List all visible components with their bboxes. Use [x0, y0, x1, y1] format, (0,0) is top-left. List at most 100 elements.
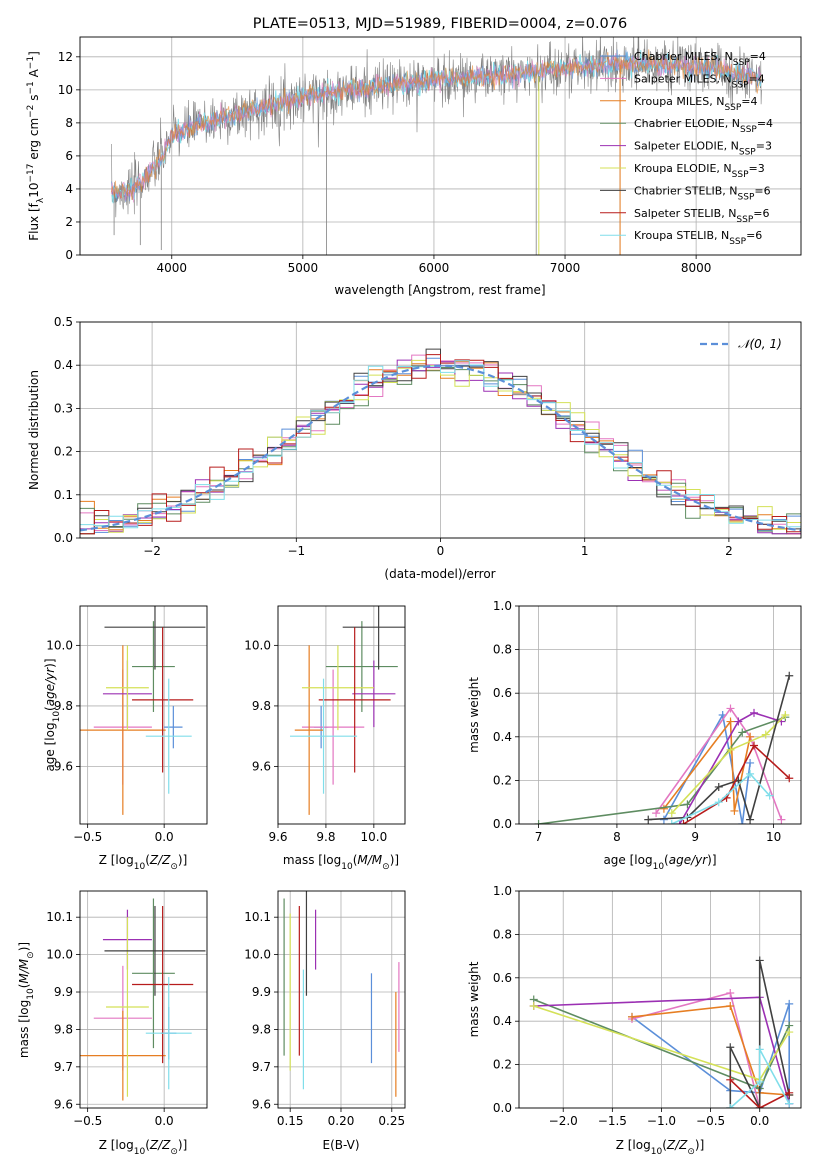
- y-tick-label: 0.2: [493, 773, 512, 787]
- weight-marker: [755, 1045, 764, 1054]
- age_vs_mass-frame: [277, 605, 406, 825]
- weight-line: [663, 719, 751, 812]
- y-tick-label: 0.0: [54, 531, 73, 545]
- y-tick-label: 0.4: [493, 1014, 512, 1028]
- legend-label: Kroupa MILES, NSSP=4: [634, 95, 758, 113]
- y-tick-label: 9.6: [54, 1097, 73, 1111]
- model-fit-line: [111, 49, 762, 200]
- y-tick-label: 10: [58, 83, 73, 97]
- x-tick-label: 7: [535, 830, 543, 844]
- x-tick-label: 10: [766, 830, 781, 844]
- x-tick-label: −0.5: [73, 1114, 102, 1128]
- y-tick-label: 0.1: [54, 488, 73, 502]
- x-tick-label: −1: [287, 544, 305, 558]
- legend-label: Chabrier ELODIE, NSSP=4: [634, 117, 773, 135]
- y-tick-label: 0.4: [54, 358, 73, 372]
- y-tick-label: 9.6: [252, 1097, 271, 1111]
- y-tick-label: 9.6: [252, 759, 271, 773]
- legend-label: Salpeter MILES, NSSP=4: [634, 72, 765, 90]
- x-tick-label: −1.0: [647, 1114, 676, 1128]
- chart-title: PLATE=0513, MJD=51989, FIBERID=0004, z=0…: [253, 16, 627, 32]
- y-tick-label: 9.9: [252, 985, 271, 999]
- weight-marker: [726, 988, 735, 997]
- weight-marker: [726, 745, 735, 754]
- x-tick-label: −0.5: [696, 1114, 725, 1128]
- weight-marker: [652, 809, 661, 818]
- y-tick-label: 0.6: [493, 686, 512, 700]
- legend-label: Salpeter ELODIE, NSSP=3: [634, 140, 772, 158]
- weight-line: [538, 716, 786, 824]
- weight-marker: [529, 1002, 538, 1011]
- weight-line: [729, 1079, 790, 1108]
- weight-marker: [785, 774, 794, 783]
- weight-marker: [679, 820, 688, 824]
- weight_vs_age-plot: [534, 671, 794, 824]
- x-tick-label: 4000: [156, 261, 187, 275]
- y-axis-label: Flux [fλ10−17 erg cm−2 s−1 A−1]: [26, 51, 46, 241]
- x-tick-label: 9.6: [268, 830, 287, 844]
- x-tick-label: −0.5: [73, 830, 102, 844]
- y-tick-label: 0.5: [54, 315, 73, 329]
- weight-marker: [785, 1028, 794, 1037]
- y-tick-label: 9.7: [54, 1060, 73, 1074]
- legend-label: Chabrier MILES, NSSP=4: [634, 50, 766, 68]
- mass_vs_ebv-frame: [277, 890, 406, 1109]
- weight_vs_age-frame: [518, 605, 802, 825]
- x-axis-label: age [log10(age/yr)]: [603, 853, 716, 872]
- weight-marker: [675, 820, 684, 824]
- x-axis-label: Z [log10(Z/Z⊙)]: [616, 1138, 705, 1157]
- x-tick-label: 0: [437, 544, 445, 558]
- weight-marker: [627, 1012, 636, 1021]
- weight-marker: [738, 728, 747, 737]
- weight-marker: [667, 820, 676, 824]
- y-tick-label: 0: [65, 248, 73, 262]
- x-axis-label: (data-model)/error: [384, 567, 495, 581]
- x-tick-label: 0.0: [750, 1114, 769, 1128]
- y-tick-label: 4: [65, 182, 73, 196]
- weight-marker: [765, 791, 774, 800]
- weight-marker: [746, 769, 755, 778]
- y-tick-label: 10.0: [244, 638, 271, 652]
- weight-marker: [534, 820, 543, 824]
- x-axis-label: E(B-V): [322, 1138, 359, 1152]
- weight-marker: [755, 956, 764, 965]
- y-tick-label: 2: [65, 215, 73, 229]
- x-axis-label: wavelength [Angstrom, rest frame]: [334, 283, 545, 297]
- y-axis-label: mass weight: [467, 677, 481, 753]
- x-tick-label: 7000: [550, 261, 581, 275]
- y-tick-label: 8: [65, 116, 73, 130]
- residuals-frame: [79, 321, 802, 539]
- x-tick-label: 8000: [681, 261, 712, 275]
- y-tick-label: 0.6: [493, 971, 512, 985]
- weight-line: [648, 675, 791, 823]
- legend-label: Kroupa STELIB, NSSP=6: [634, 229, 762, 247]
- weight-marker: [667, 809, 676, 818]
- weight-marker: [738, 820, 747, 824]
- x-tick-label: 0.25: [378, 1114, 405, 1128]
- y-tick-label: 9.6: [54, 759, 73, 773]
- x-tick-label: 1: [581, 544, 589, 558]
- y-tick-label: 0.0: [493, 1101, 512, 1115]
- y-tick-label: 9.7: [252, 1060, 271, 1074]
- x-tick-label: 9: [691, 830, 699, 844]
- y-tick-label: 0.2: [493, 1058, 512, 1072]
- weight_vs_age-axes: [515, 605, 801, 828]
- x-axis-label: Z [log10(Z/Z⊙)]: [99, 1138, 188, 1157]
- age_vs_mass-plot: [289, 606, 405, 815]
- y-tick-label: 9.8: [54, 1022, 73, 1036]
- y-tick-label: 1.0: [493, 599, 512, 613]
- age_vs_Z-axes: [76, 606, 207, 828]
- x-tick-label: 8: [613, 830, 621, 844]
- legend-label: Salpeter STELIB, NSSP=6: [634, 207, 770, 225]
- age_vs_Z-frame: [79, 605, 208, 825]
- legend-label: Kroupa ELODIE, NSSP=3: [634, 162, 765, 180]
- mass_vs_Z-axes: [76, 891, 207, 1112]
- x-tick-label: 0.20: [328, 1114, 355, 1128]
- weight_vs_Z-plot: [529, 956, 794, 1108]
- y-tick-label: 12: [58, 50, 73, 64]
- weight-marker: [714, 782, 723, 791]
- legend-label: 𝒩(0, 1): [738, 337, 782, 351]
- mass_vs_Z-frame: [79, 890, 208, 1109]
- weight-marker: [659, 804, 668, 813]
